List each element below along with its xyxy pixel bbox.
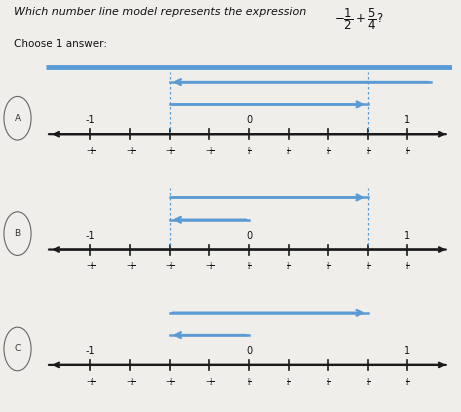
Text: $\frac{2}{4}$: $\frac{2}{4}$: [326, 260, 331, 272]
Text: $\frac{4}{4}$: $\frac{4}{4}$: [405, 376, 410, 388]
Text: $-\frac{3}{4}$: $-\frac{3}{4}$: [125, 260, 135, 272]
Text: B: B: [14, 229, 21, 238]
Text: -1: -1: [86, 231, 95, 241]
Text: 0: 0: [246, 231, 252, 241]
Text: $-\frac{2}{4}$: $-\frac{2}{4}$: [165, 376, 174, 388]
Text: $\frac{1}{4}$: $\frac{1}{4}$: [286, 260, 291, 272]
Text: $\frac{3}{4}$: $\frac{3}{4}$: [366, 376, 370, 388]
Text: $-\frac{1}{4}$: $-\frac{1}{4}$: [205, 145, 214, 157]
Text: $\frac{3}{4}$: $\frac{3}{4}$: [366, 145, 370, 157]
Text: 1: 1: [404, 115, 410, 125]
Text: $-\frac{4}{4}$: $-\frac{4}{4}$: [86, 260, 95, 272]
Text: $\frac{0}{4}$: $\frac{0}{4}$: [247, 145, 251, 157]
Text: $-\frac{2}{4}$: $-\frac{2}{4}$: [165, 145, 174, 157]
Text: Choose 1 answer:: Choose 1 answer:: [14, 39, 107, 49]
Text: $-\frac{4}{4}$: $-\frac{4}{4}$: [86, 376, 95, 388]
Text: $\frac{3}{4}$: $\frac{3}{4}$: [366, 260, 370, 272]
Text: $\frac{1}{4}$: $\frac{1}{4}$: [286, 145, 291, 157]
Text: $\frac{1}{4}$: $\frac{1}{4}$: [286, 376, 291, 388]
Text: A: A: [14, 114, 21, 123]
Text: $-\frac{3}{4}$: $-\frac{3}{4}$: [125, 145, 135, 157]
Text: $-\frac{1}{4}$: $-\frac{1}{4}$: [205, 376, 214, 388]
Text: $-\frac{3}{4}$: $-\frac{3}{4}$: [125, 376, 135, 388]
Text: C: C: [14, 344, 21, 353]
Text: $-\frac{4}{4}$: $-\frac{4}{4}$: [86, 145, 95, 157]
Text: $-\frac{1}{4}$: $-\frac{1}{4}$: [205, 260, 214, 272]
Text: 0: 0: [246, 346, 252, 356]
Text: $\frac{2}{4}$: $\frac{2}{4}$: [326, 376, 331, 388]
Text: -1: -1: [86, 115, 95, 125]
Text: $\frac{0}{4}$: $\frac{0}{4}$: [247, 376, 251, 388]
Text: $-\frac{2}{4}$: $-\frac{2}{4}$: [165, 260, 174, 272]
Text: $-\dfrac{1}{2}+\dfrac{5}{4}$?: $-\dfrac{1}{2}+\dfrac{5}{4}$?: [334, 7, 384, 33]
Text: $\frac{4}{4}$: $\frac{4}{4}$: [405, 145, 410, 157]
Text: $\frac{4}{4}$: $\frac{4}{4}$: [405, 260, 410, 272]
Text: Which number line model represents the expression: Which number line model represents the e…: [14, 7, 306, 16]
Text: $\frac{0}{4}$: $\frac{0}{4}$: [247, 260, 251, 272]
Text: -1: -1: [86, 346, 95, 356]
Text: 0: 0: [246, 115, 252, 125]
Text: 1: 1: [404, 346, 410, 356]
Text: 1: 1: [404, 231, 410, 241]
Text: $\frac{2}{4}$: $\frac{2}{4}$: [326, 145, 331, 157]
